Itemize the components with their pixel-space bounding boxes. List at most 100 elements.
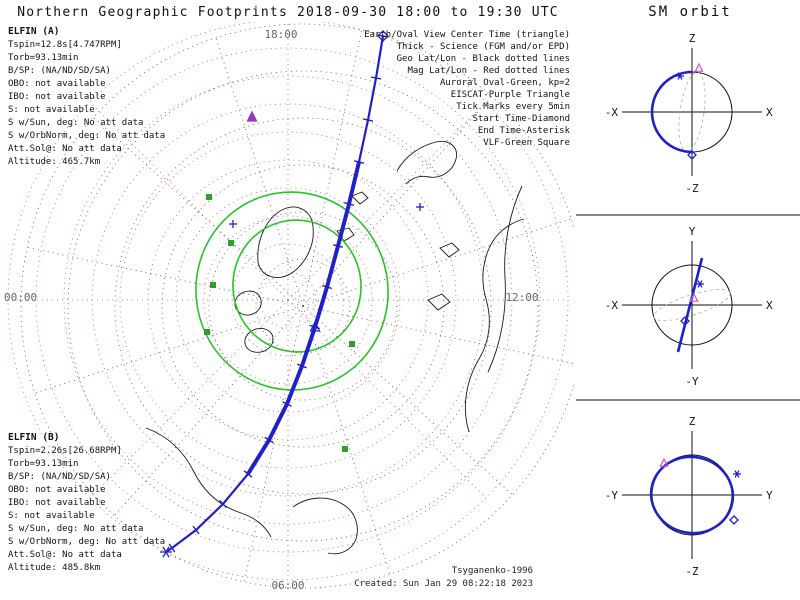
asterisk-marker xyxy=(697,280,703,288)
mag-spoke xyxy=(287,101,487,301)
sm-orbit-panel: Z -Z -Y Y xyxy=(605,415,773,578)
coastline-path xyxy=(487,185,523,373)
station-markers xyxy=(204,110,424,452)
triangle-marker xyxy=(694,62,704,72)
tick-mark xyxy=(370,76,382,80)
map-graticule xyxy=(7,22,574,589)
axis-label-right: X xyxy=(766,299,773,312)
geo-spoke xyxy=(302,305,513,495)
g-legend-line: Geo Lat/Lon - Black dotted lines xyxy=(397,54,570,64)
vlf-square xyxy=(206,194,212,200)
geo-lat-circle xyxy=(208,211,398,401)
g-legend-line: End Time-Asterisk xyxy=(478,126,571,136)
triangle-marker xyxy=(309,320,321,332)
mag-lat-circle xyxy=(63,75,513,525)
g-legend-line: Earth/Oval View Center Time (triangle) xyxy=(364,30,570,40)
geo-spoke xyxy=(302,30,363,307)
coastline-path xyxy=(427,293,451,311)
science-segment xyxy=(246,161,361,476)
coastlines xyxy=(145,140,525,555)
axis-label-left: -X xyxy=(605,106,619,119)
orbit-projection xyxy=(676,257,704,353)
elfin-b-header: ELFIN (B) xyxy=(8,432,59,443)
g-elfin-b-line: Torb=93.13min xyxy=(8,459,78,469)
g-legend-line: EISCAT-Purple Triangle xyxy=(451,90,570,100)
coastline-path xyxy=(234,290,262,316)
tick-mark xyxy=(322,284,332,290)
tick-mark xyxy=(192,525,200,535)
mag-spoke xyxy=(89,101,289,301)
elfin-a-header: ELFIN (A) xyxy=(8,26,59,37)
coastline-path xyxy=(292,497,358,555)
g-elfin-a-line: Tspin=12.8s[4.747RPM] xyxy=(8,40,122,50)
g-elfin-b-line: B/SP: (NA/ND/SD/SA) xyxy=(8,472,111,482)
axis-label-left: -Y xyxy=(605,489,619,502)
g-elfin-a-line: Torb=93.13min xyxy=(8,53,78,63)
geo-spoke xyxy=(302,305,391,575)
auroral-oval-ellipse xyxy=(195,191,389,391)
axis-label-bottom: -Y xyxy=(685,375,699,388)
diamond-marker xyxy=(680,316,690,326)
elfin-a-info-block: Tspin=12.8s[4.747RPM] Torb=93.13min B/SP: … xyxy=(8,40,165,167)
g-legend-line: VLF-Green Square xyxy=(483,138,570,148)
geo-spoke xyxy=(215,37,304,307)
geo-lat-circle xyxy=(255,258,351,354)
sm-orbit-panel: Y -Y -X X xyxy=(605,225,773,388)
coastline-path xyxy=(396,140,457,185)
g-elfin-a-line: S w/Sun, deg: No att data xyxy=(8,118,143,128)
axis-label-right: Y xyxy=(766,489,773,502)
mag-spoke xyxy=(287,299,487,499)
g-elfin-b-line: S: not available xyxy=(8,511,95,521)
mag-lat-circle xyxy=(259,271,317,329)
orbit-projection xyxy=(650,70,693,154)
tick-mark xyxy=(264,436,274,444)
geo-spoke xyxy=(27,246,304,307)
geo-spoke xyxy=(302,305,574,365)
g-elfin-b-line: S w/Sun, deg: No att data xyxy=(8,524,143,534)
mlt-label-bottom: 06:00 xyxy=(271,579,304,592)
g-elfin-b-line: S w/OrbNorm, deg: No att data xyxy=(8,537,165,547)
axis-label-bottom: -Z xyxy=(685,182,699,195)
triangle-marker xyxy=(659,457,669,467)
coastline-path xyxy=(257,206,314,278)
map-legend: Earth/Oval View Center Time (triangle) Th… xyxy=(364,30,570,148)
geo-spoke xyxy=(302,96,492,307)
mag-lat-circle xyxy=(175,187,401,413)
mag-spoke xyxy=(89,299,289,499)
sm-orbit-title: SM orbit xyxy=(648,4,731,20)
tick-mark xyxy=(377,34,389,38)
g-legend-line: Auroral Oval-Green, kp=2 xyxy=(440,78,570,88)
axis-label-top: Z xyxy=(689,415,696,428)
coastline-path xyxy=(439,242,460,258)
model-credit: Tsyganenko-1996 xyxy=(452,566,533,576)
asterisk-marker xyxy=(734,470,740,478)
g-elfin-a-line: IBO: not available xyxy=(8,92,106,102)
coastline-path xyxy=(464,218,525,433)
mag-lat-circle xyxy=(7,22,569,581)
coastline-path xyxy=(244,328,274,353)
plot-title: Northern Geographic Footprints 2018-09-3… xyxy=(17,5,559,20)
geo-spoke xyxy=(114,305,304,516)
mag-lat-circle xyxy=(203,215,373,385)
g-elfin-a-line: S w/OrbNorm, deg: No att data xyxy=(8,131,165,141)
g-legend-line: Tick Marks every 5min xyxy=(456,102,570,112)
geo-spoke xyxy=(243,305,304,582)
tick-mark xyxy=(332,244,344,248)
vlf-square xyxy=(210,282,216,288)
panel-earth-circle xyxy=(651,264,733,346)
vlf-square xyxy=(204,329,210,335)
sm-orbit-panels: Z -Z -X X Y -Y -X X Z -Z -Y Y xyxy=(605,32,773,578)
g-legend-line: Start Time-Diamond xyxy=(472,114,570,124)
diamond-marker xyxy=(377,30,389,42)
g-elfin-a-line: OBO: not available xyxy=(8,79,106,89)
diamond-marker xyxy=(687,150,697,160)
mlt-label-right: 12:00 xyxy=(505,291,538,304)
axis-label-top: Y xyxy=(689,225,696,238)
geo-lat-circle xyxy=(20,23,574,589)
triangle-marker xyxy=(246,110,258,122)
g-elfin-a-line: S: not available xyxy=(8,105,95,115)
mag-lat-circle xyxy=(119,131,457,469)
coastline-path xyxy=(351,191,369,205)
